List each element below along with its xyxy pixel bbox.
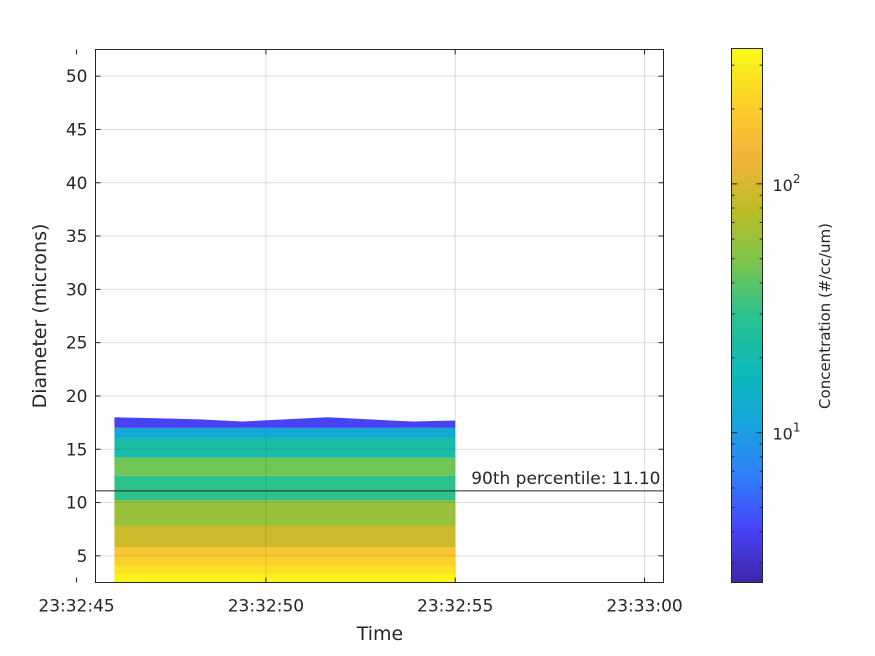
heatmap-band — [114, 547, 456, 557]
colorbar-label: Concentration (#/cc/um) — [816, 223, 834, 409]
x-tick-label: 23:32:45 — [38, 597, 114, 617]
y-tick-label: 5 — [77, 547, 88, 567]
y-tick-label: 10 — [66, 494, 88, 514]
colorbar-tick-label: 101 — [773, 421, 801, 444]
percentile-label: 90th percentile: 11.10 — [471, 469, 660, 489]
heatmap-band — [114, 427, 456, 439]
y-tick-label: 40 — [66, 174, 88, 194]
x-axis-label: Time — [356, 623, 404, 645]
y-tick-label: 15 — [66, 440, 88, 460]
heatmap-band — [114, 475, 456, 501]
heatmap — [114, 417, 456, 583]
y-tick-label: 35 — [66, 227, 88, 247]
heatmap-band — [114, 526, 456, 548]
heatmap-band — [114, 438, 456, 458]
heatmap-band — [114, 556, 456, 566]
heatmap-band — [114, 565, 456, 574]
heatmap-band — [114, 457, 456, 476]
x-tick-label: 23:32:50 — [228, 597, 304, 617]
y-tick-label: 50 — [66, 67, 88, 87]
y-tick-label: 25 — [66, 334, 88, 354]
y-axis-label: Diameter (microns) — [29, 224, 51, 409]
y-tick-label: 45 — [66, 120, 88, 140]
x-tick-label: 23:33:00 — [606, 597, 682, 617]
y-tick-label: 30 — [66, 280, 88, 300]
axes-box — [95, 49, 664, 583]
heatmap-band — [114, 500, 456, 527]
heatmap-band — [114, 417, 456, 428]
x-tick-label: 23:32:55 — [417, 597, 493, 617]
colorbar-ticks: 101 102 — [731, 64, 801, 564]
axis-ticks: 23:32:45 23:32:50 23:32:55 23:33:00 5 10 15 20 2… — [38, 49, 683, 617]
y-tick-label: 20 — [66, 387, 88, 407]
grid — [95, 49, 664, 583]
colorbar — [731, 48, 763, 583]
heatmap-band — [114, 573, 456, 583]
colorbar-tick-label: 102 — [773, 172, 801, 195]
